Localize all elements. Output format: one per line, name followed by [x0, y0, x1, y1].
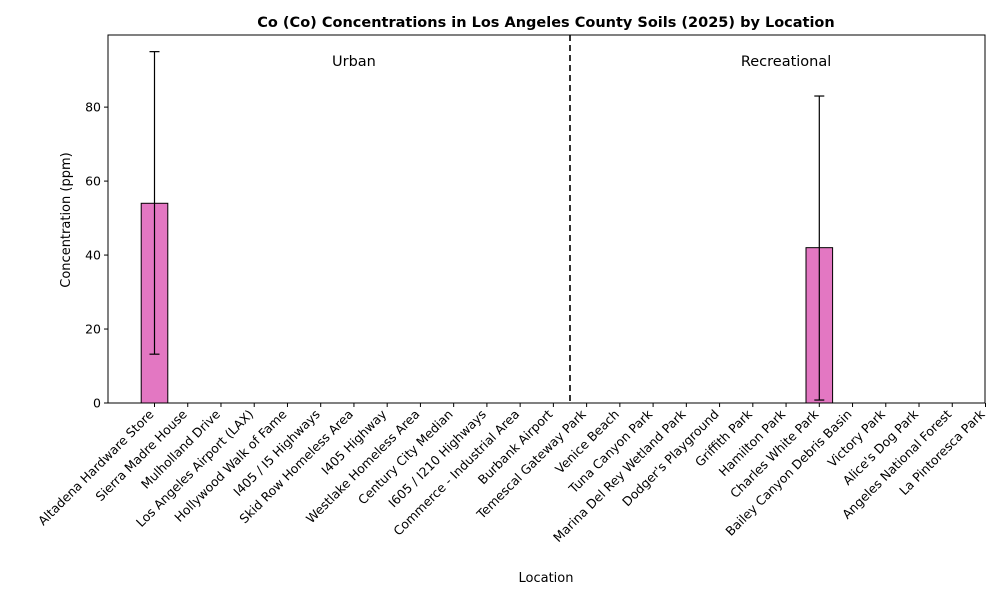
- group-label: Recreational: [741, 54, 831, 70]
- y-tick-label: 40: [85, 248, 101, 263]
- y-tick-label: 80: [85, 100, 101, 115]
- group-label: Urban: [332, 54, 376, 70]
- chart-title: Co (Co) Concentrations in Los Angeles Co…: [257, 15, 834, 31]
- y-axis-label: Concentration (ppm): [59, 152, 74, 287]
- y-tick-label: 0: [93, 396, 101, 411]
- y-tick-label: 20: [85, 322, 101, 337]
- y-tick-label: 60: [85, 174, 101, 189]
- axes-frame: [107, 34, 986, 404]
- x-axis-label: Location: [519, 571, 574, 586]
